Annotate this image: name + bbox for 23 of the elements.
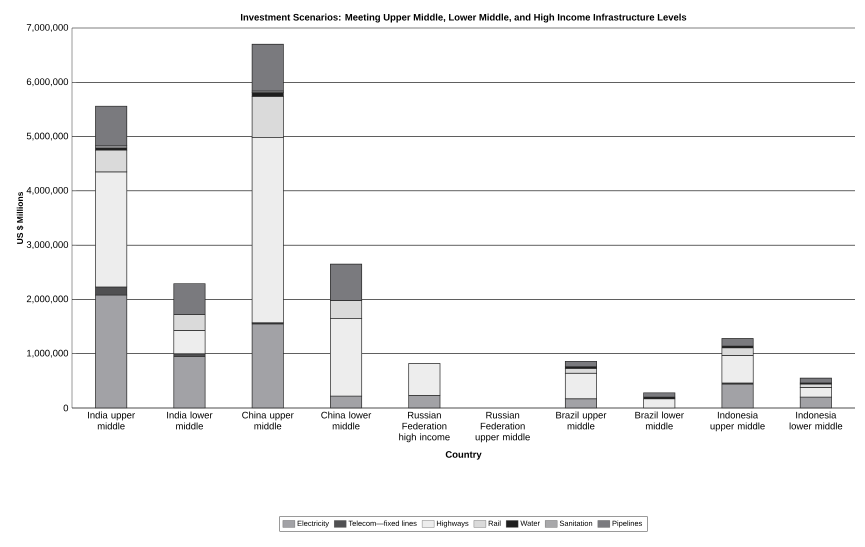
y-tick-label: 1,000,000 bbox=[27, 350, 68, 358]
x-tick-label: India lower middle bbox=[167, 412, 212, 430]
y-tick-label: 7,000,000 bbox=[26, 24, 68, 32]
bar bbox=[173, 356, 206, 408]
x-tick-label: Brazil lower middle bbox=[635, 412, 684, 430]
y-tick-label: 5,000,000 bbox=[26, 132, 68, 140]
bar bbox=[95, 106, 128, 146]
y-axis-title: US $ Millions bbox=[16, 192, 24, 244]
chart-title: Investment Scenarios: Meeting Upper Middle, Lower Middle, and High Income Infrastructure Levels bbox=[240, 14, 686, 22]
y-tick-label: 4,000,000 bbox=[26, 186, 68, 195]
y-tick-label: 6,000,000 bbox=[26, 78, 68, 86]
x-tick-label: India upper middle bbox=[88, 412, 135, 430]
x-axis-title: Country bbox=[446, 451, 482, 460]
y-tick-label: 0 bbox=[64, 404, 68, 412]
x-tick-label: China lower middle bbox=[321, 412, 372, 430]
x-tick-label: Brazil upper middle bbox=[556, 412, 606, 430]
x-tick-label: China upper middle bbox=[242, 412, 294, 430]
y-tick-label: 3,000,000 bbox=[26, 241, 68, 250]
x-tick-label: Indonesia upper middle bbox=[710, 412, 765, 432]
x-tick-label: Russian Federation upper middle bbox=[476, 412, 530, 442]
x-tick-label: Russian Federation high income bbox=[399, 412, 450, 442]
y-tick-label: 2,000,000 bbox=[26, 296, 68, 304]
x-tick-label: Indonesia lower middle bbox=[790, 412, 842, 430]
